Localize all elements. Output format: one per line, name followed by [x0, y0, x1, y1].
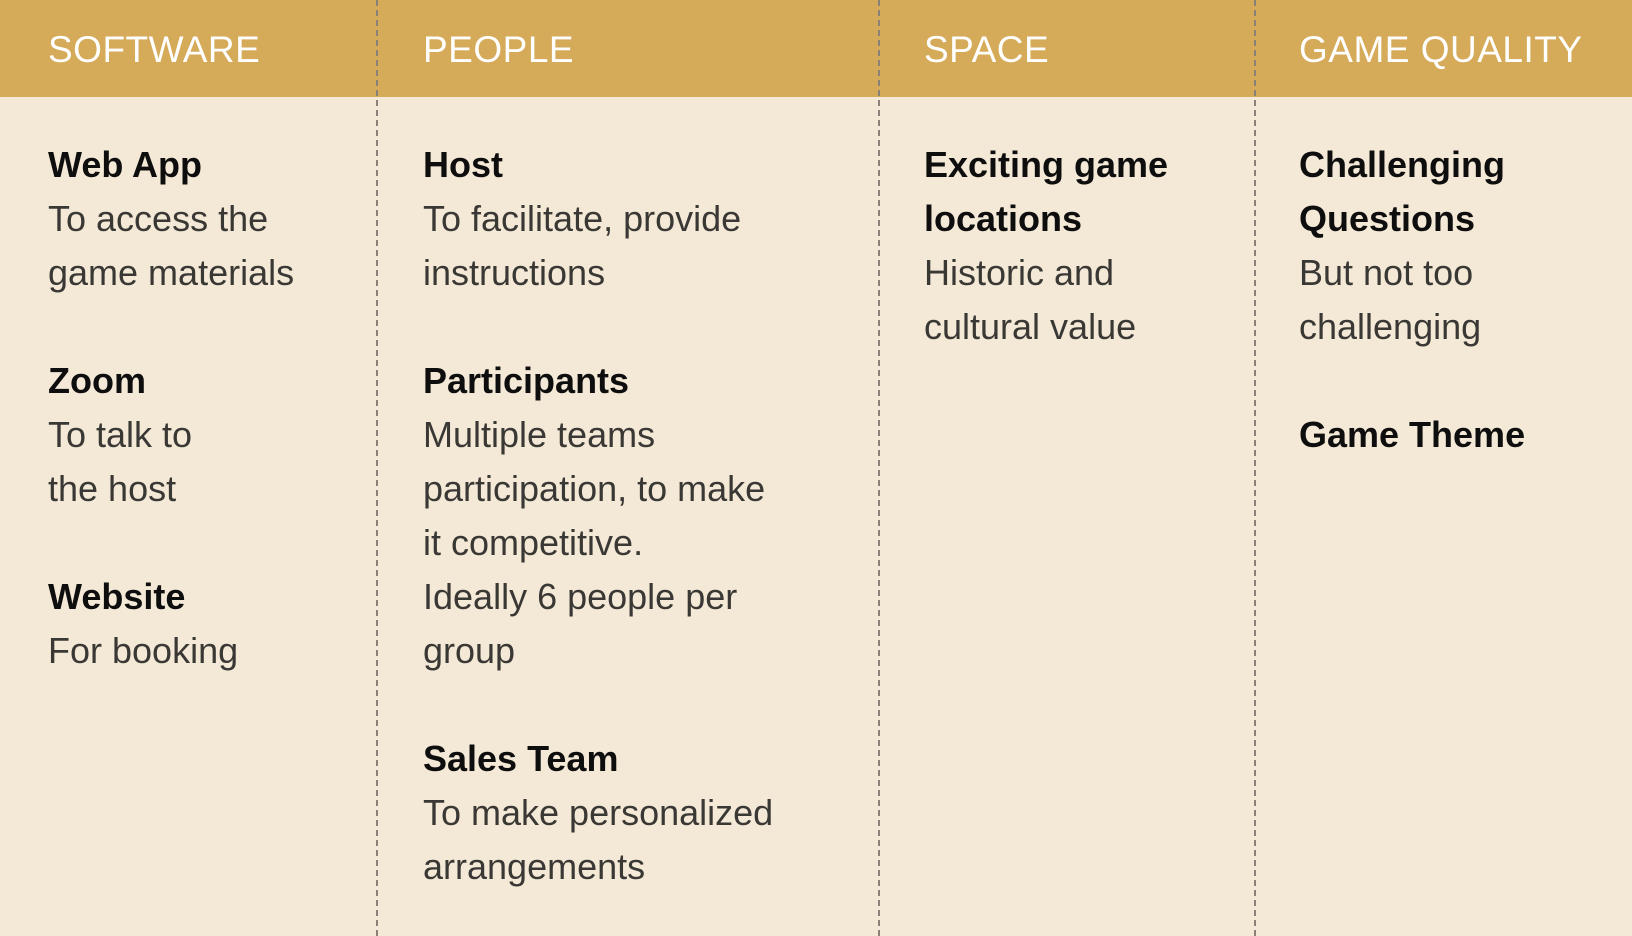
column-body: Challenging Questions But not too challe…: [1299, 138, 1612, 516]
column-divider: [878, 0, 880, 936]
item-description: Multiple teams: [423, 414, 656, 455]
column-divider: [1254, 0, 1256, 936]
item-description: To make personalized: [423, 792, 774, 833]
item-description: it competitive.: [423, 522, 644, 563]
item-description: Ideally 6 people per: [423, 576, 738, 617]
item-description: To talk to: [48, 414, 193, 455]
item-title: Challenging: [1299, 144, 1505, 185]
item-title: Web App: [48, 144, 202, 185]
item-title: Website: [48, 576, 186, 617]
item-description: cultural value: [924, 306, 1137, 347]
column-software: SOFTWARE Web App To access the game mate…: [0, 0, 377, 936]
column-body: Host To facilitate, provide instructions…: [423, 138, 858, 936]
column-game-quality: GAME QUALITY Challenging Questions But n…: [1253, 0, 1632, 936]
item-title: Questions: [1299, 198, 1476, 239]
column-title: PEOPLE: [423, 29, 575, 70]
item-description: game materials: [48, 252, 295, 293]
list-item-web-app: Web App To access the game materials: [48, 138, 357, 300]
list-item-challenging-questions: Challenging Questions But not too challe…: [1299, 138, 1612, 354]
list-item-zoom: Zoom To talk to the host: [48, 354, 357, 516]
list-item-website: Website For booking: [48, 570, 357, 678]
column-body: Exciting game locations Historic and cul…: [924, 138, 1233, 408]
item-description: But not too: [1299, 252, 1474, 293]
item-description: arrangements: [423, 846, 646, 887]
item-description: challenging: [1299, 306, 1482, 347]
column-people: PEOPLE Host To facilitate, provide instr…: [377, 0, 878, 936]
item-description: To access the: [48, 198, 269, 239]
item-description: the host: [48, 468, 177, 509]
list-item-game-locations: Exciting game locations Historic and cul…: [924, 138, 1233, 354]
item-title: locations: [924, 198, 1083, 239]
item-title: Zoom: [48, 360, 146, 401]
item-description: Historic and: [924, 252, 1115, 293]
column-body: Web App To access the game materials Zoo…: [48, 138, 357, 732]
list-item-participants: Participants Multiple teams participatio…: [423, 354, 858, 678]
item-description: group: [423, 630, 516, 671]
column-divider: [376, 0, 378, 936]
column-title: SPACE: [924, 29, 1050, 70]
header-band: [0, 0, 1632, 97]
item-description: participation, to make: [423, 468, 766, 509]
column-title: SOFTWARE: [48, 29, 261, 70]
item-title: Participants: [423, 360, 630, 401]
column-title: GAME QUALITY: [1299, 29, 1583, 70]
item-title: Sales Team: [423, 738, 619, 779]
list-item-game-theme: Game Theme: [1299, 408, 1612, 462]
column-space: SPACE Exciting game locations Historic a…: [878, 0, 1253, 936]
list-item-sales-team: Sales Team To make personalized arrangem…: [423, 732, 858, 894]
item-description: For booking: [48, 630, 239, 671]
item-title: Host: [423, 144, 503, 185]
item-title: Exciting game: [924, 144, 1169, 185]
item-description: To facilitate, provide: [423, 198, 742, 239]
list-item-host: Host To facilitate, provide instructions: [423, 138, 858, 300]
item-description: instructions: [423, 252, 606, 293]
item-title: Game Theme: [1299, 414, 1526, 455]
